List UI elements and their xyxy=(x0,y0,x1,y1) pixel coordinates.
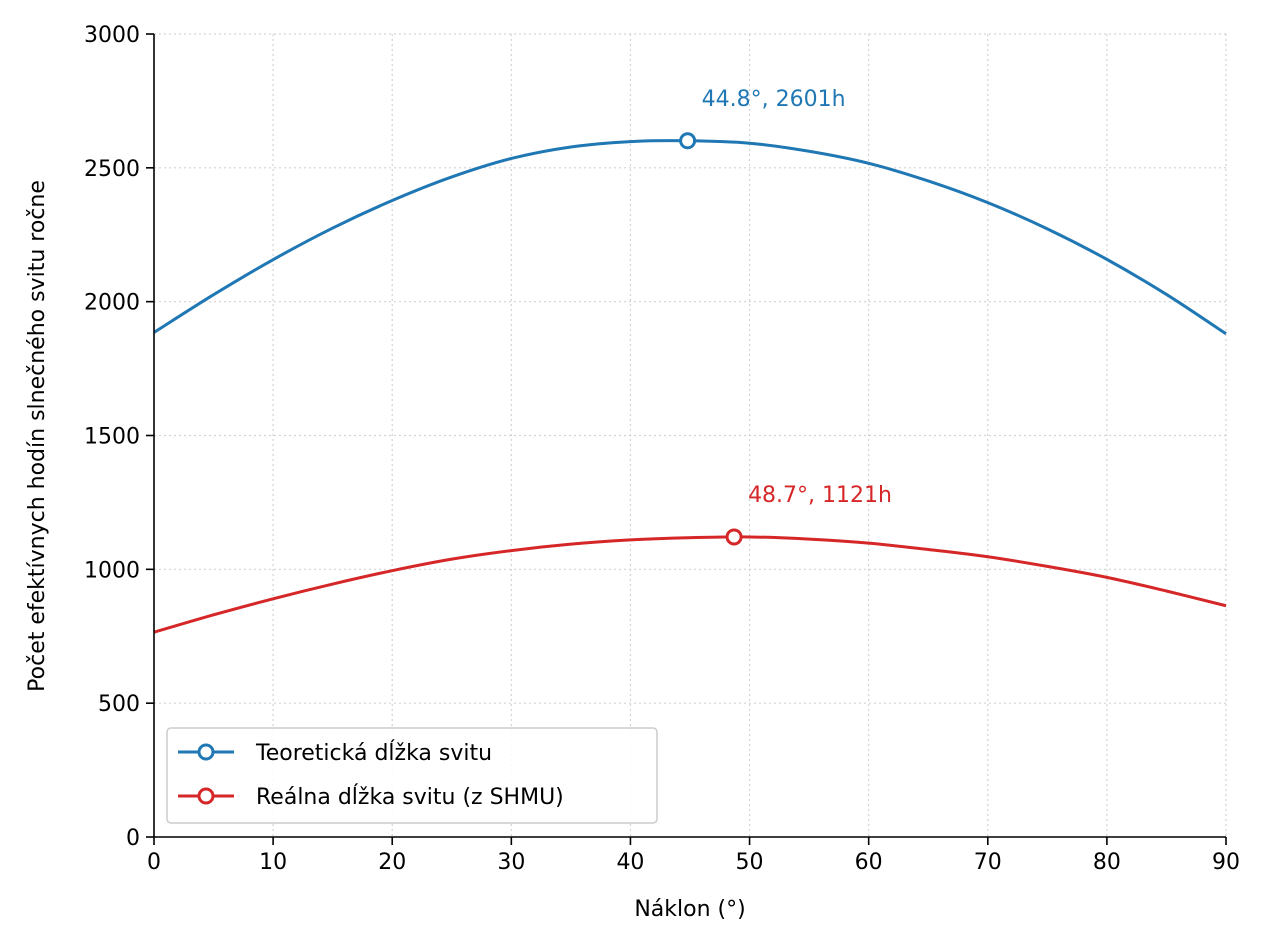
x-tick-label: 40 xyxy=(616,850,644,875)
y-tick-label: 500 xyxy=(98,692,140,717)
y-tick-label: 2000 xyxy=(84,291,140,316)
peak-marker-1 xyxy=(679,132,697,150)
x-axis-title: Náklon (°) xyxy=(634,897,745,922)
y-tick-label: 3000 xyxy=(84,23,140,48)
x-tick-label: 90 xyxy=(1212,850,1240,875)
grid xyxy=(153,33,1227,838)
legend-marker-1 xyxy=(197,743,215,761)
legend-label-1: Teoretická dĺžka svitu xyxy=(255,740,492,766)
x-tick-label: 0 xyxy=(147,850,161,875)
y-tick-label: 2500 xyxy=(84,157,140,182)
legend-marker-2 xyxy=(197,787,215,805)
x-tick-label: 10 xyxy=(259,850,287,875)
peak-marker-2 xyxy=(725,528,743,546)
x-tick-label: 30 xyxy=(497,850,525,875)
ticks: 0 10 20 30 40 50 60 70 80 90 0 500 1000 1500 2000 2500 3… xyxy=(84,23,1240,875)
peak-label-2: 48.7°, 1121h xyxy=(748,483,892,508)
series-line-1 xyxy=(153,139,1227,336)
x-tick-label: 60 xyxy=(855,850,883,875)
y-tick-label: 1000 xyxy=(84,558,140,583)
legend-box xyxy=(166,727,658,824)
y-tick-label: 0 xyxy=(126,826,140,851)
legend: Teoretická dĺžka svitu Reálna dĺžka svit… xyxy=(166,727,658,824)
peak-label-1: 44.8°, 2601h xyxy=(702,87,846,112)
x-tick-label: 80 xyxy=(1093,850,1121,875)
y-axis-title: Počet efektívnych hodín slnečného svitu … xyxy=(25,180,50,692)
series-layer xyxy=(153,132,1227,634)
series-line-2 xyxy=(153,535,1227,634)
x-tick-label: 50 xyxy=(736,850,764,875)
legend-label-2: Reálna dĺžka svitu (z SHMU) xyxy=(256,784,564,810)
x-tick-label: 20 xyxy=(378,850,406,875)
y-tick-label: 1500 xyxy=(84,425,140,450)
annotations: 44.8°, 2601h 48.7°, 1121h xyxy=(702,87,892,508)
x-tick-label: 70 xyxy=(974,850,1002,875)
